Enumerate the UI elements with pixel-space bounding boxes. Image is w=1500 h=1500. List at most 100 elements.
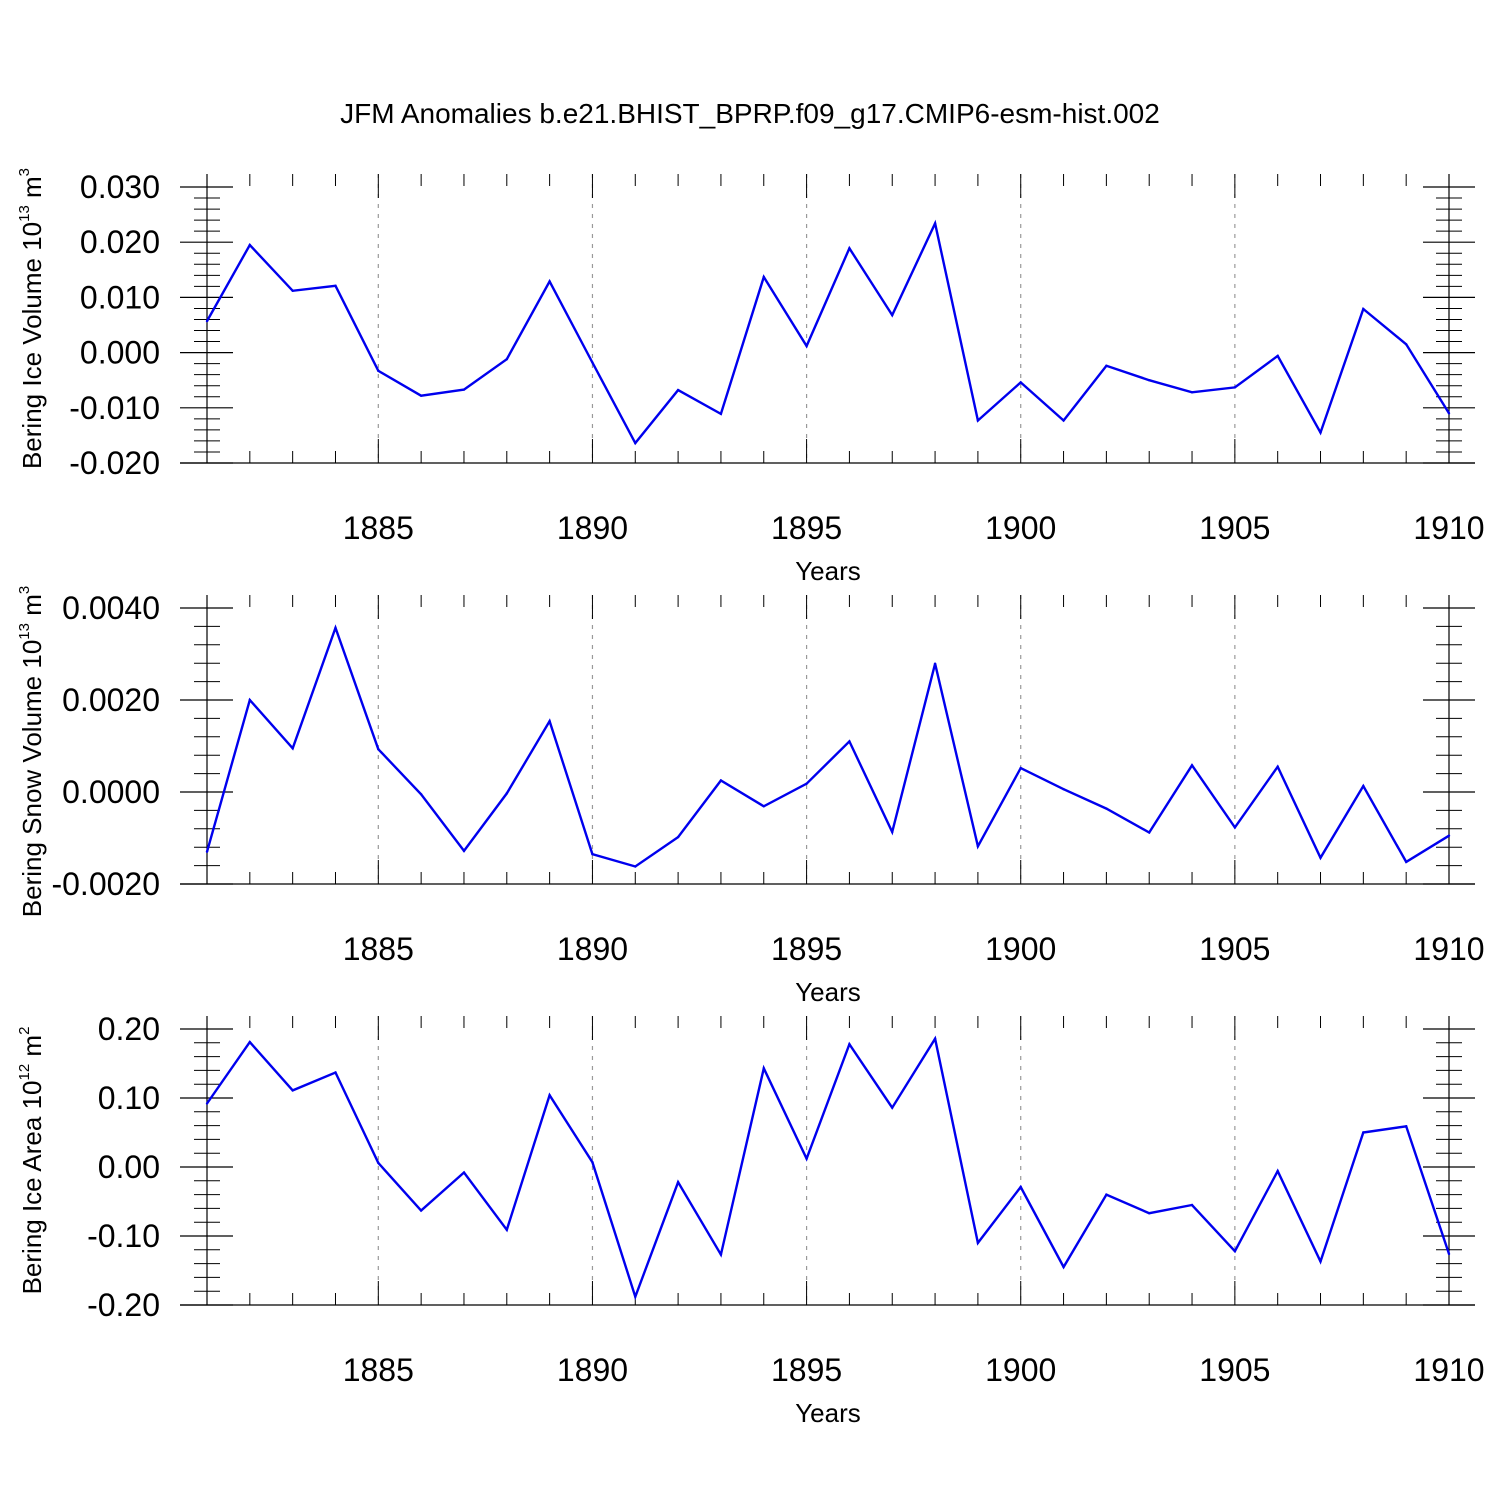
y-axis-title-exponent: 12: [16, 1064, 33, 1081]
x-tick-label: 1910: [1413, 1352, 1484, 1388]
data-point: [762, 275, 765, 279]
data-point: [1190, 391, 1194, 394]
y-tick-label: -0.020: [69, 445, 160, 481]
x-tick-label: 1900: [985, 1352, 1056, 1388]
y-tick-label: -0.10: [87, 1218, 160, 1254]
x-tick-label: 1890: [557, 1352, 628, 1388]
x-tick-label: 1885: [343, 931, 414, 967]
data-point: [334, 284, 337, 288]
data-point: [634, 865, 637, 868]
y-axis-title-unit-exponent: 3: [16, 586, 33, 594]
data-point: [248, 243, 252, 247]
data-point: [976, 845, 980, 848]
data-point: [248, 1040, 252, 1044]
data-point: [676, 835, 680, 839]
data-point: [1362, 784, 1365, 788]
data-point: [1062, 419, 1065, 422]
data-point: [591, 361, 594, 364]
y-axis-title-unit: m: [17, 176, 47, 205]
data-point: [1148, 1212, 1151, 1215]
data-point: [1190, 764, 1194, 767]
data-point: [1404, 343, 1408, 346]
data-point: [334, 1071, 337, 1074]
data-point: [1319, 431, 1322, 434]
data-point: [419, 793, 423, 796]
data-point: [1276, 354, 1279, 358]
data-point: [505, 792, 508, 795]
data-point: [205, 850, 209, 853]
data-point: [762, 805, 765, 808]
data-point: [976, 1241, 980, 1245]
y-tick-label: -0.0020: [51, 866, 160, 902]
x-tick-label: 1905: [1199, 1352, 1270, 1388]
data-point: [505, 1228, 508, 1231]
data-point: [377, 1161, 380, 1165]
data-point: [1447, 1252, 1451, 1256]
data-point: [462, 1171, 466, 1174]
data-point: [1148, 831, 1151, 834]
data-point: [591, 1160, 594, 1164]
y-tick-label: 0.20: [98, 1011, 160, 1047]
y-tick-label: 0.0040: [62, 590, 160, 626]
data-point: [1447, 834, 1451, 837]
data-point: [1105, 364, 1108, 368]
data-point: [377, 748, 380, 751]
y-tick-label: 0.00: [98, 1149, 160, 1185]
data-point: [719, 1253, 723, 1256]
y-axis-title-unit-exponent: 3: [16, 168, 33, 176]
data-point: [548, 1094, 551, 1097]
data-point: [291, 1089, 294, 1092]
data-point: [634, 1295, 637, 1298]
series-line: [206, 1035, 1451, 1301]
data-point: [548, 280, 551, 283]
x-tick-label: 1900: [985, 931, 1056, 967]
y-tick-label: -0.20: [87, 1287, 160, 1323]
data-point: [1233, 826, 1237, 829]
data-point: [719, 779, 723, 782]
data-point: [933, 662, 937, 665]
data-point: [1447, 412, 1451, 415]
x-tick-label: 1890: [557, 931, 628, 967]
data-point: [1404, 860, 1408, 864]
data-point: [1319, 856, 1322, 859]
y-axis-title-text: Bering Snow Volume 10: [17, 640, 47, 918]
data-point: [1148, 379, 1151, 382]
data-point: [848, 247, 851, 250]
x-axis-title: Years: [795, 977, 861, 1007]
data-point: [891, 830, 894, 834]
y-axis-title: Bering Ice Area 1012 m2: [16, 1027, 47, 1295]
data-point: [762, 1067, 765, 1070]
data-point: [933, 222, 937, 225]
x-tick-label: 1910: [1413, 510, 1484, 546]
y-axis-title-unit: m: [17, 594, 47, 623]
y-tick-label: 0.10: [98, 1080, 160, 1116]
y-axis-title-exponent: 13: [16, 205, 33, 222]
panel-2: 0.0040 0.0020 0.0000 -0.0020 1885 1890 1895 190…: [16, 586, 1485, 1007]
x-tick-label: 1905: [1199, 510, 1270, 546]
panel-1: 0.030 0.020 0.010 0.000 -0.010 -0.020 1885 1890…: [16, 168, 1485, 586]
x-tick-label: 1895: [771, 510, 842, 546]
y-axis-title-unit: m: [17, 1035, 47, 1064]
y-axis-title-exponent: 13: [16, 623, 33, 640]
x-axis-title: Years: [795, 556, 861, 586]
data-point: [248, 698, 252, 702]
x-tick-label: 1895: [771, 1352, 842, 1388]
x-tick-label: 1910: [1413, 931, 1484, 967]
x-tick-label: 1895: [771, 931, 842, 967]
data-point: [1190, 1203, 1194, 1207]
y-tick-label: 0.0020: [62, 682, 160, 718]
data-point: [634, 441, 637, 445]
data-point: [1019, 381, 1022, 384]
x-tick-label: 1885: [343, 510, 414, 546]
y-tick-label: 0.020: [80, 224, 160, 260]
y-tick-label: -0.010: [69, 390, 160, 426]
y-tick-label: 0.0000: [62, 774, 160, 810]
data-point: [205, 1102, 209, 1105]
data-point: [591, 852, 594, 856]
y-tick-label: 0.000: [80, 335, 160, 371]
y-tick-label: 0.010: [80, 279, 160, 315]
data-point: [891, 313, 894, 317]
data-point: [205, 319, 209, 323]
x-axis-title: Years: [795, 1398, 861, 1428]
